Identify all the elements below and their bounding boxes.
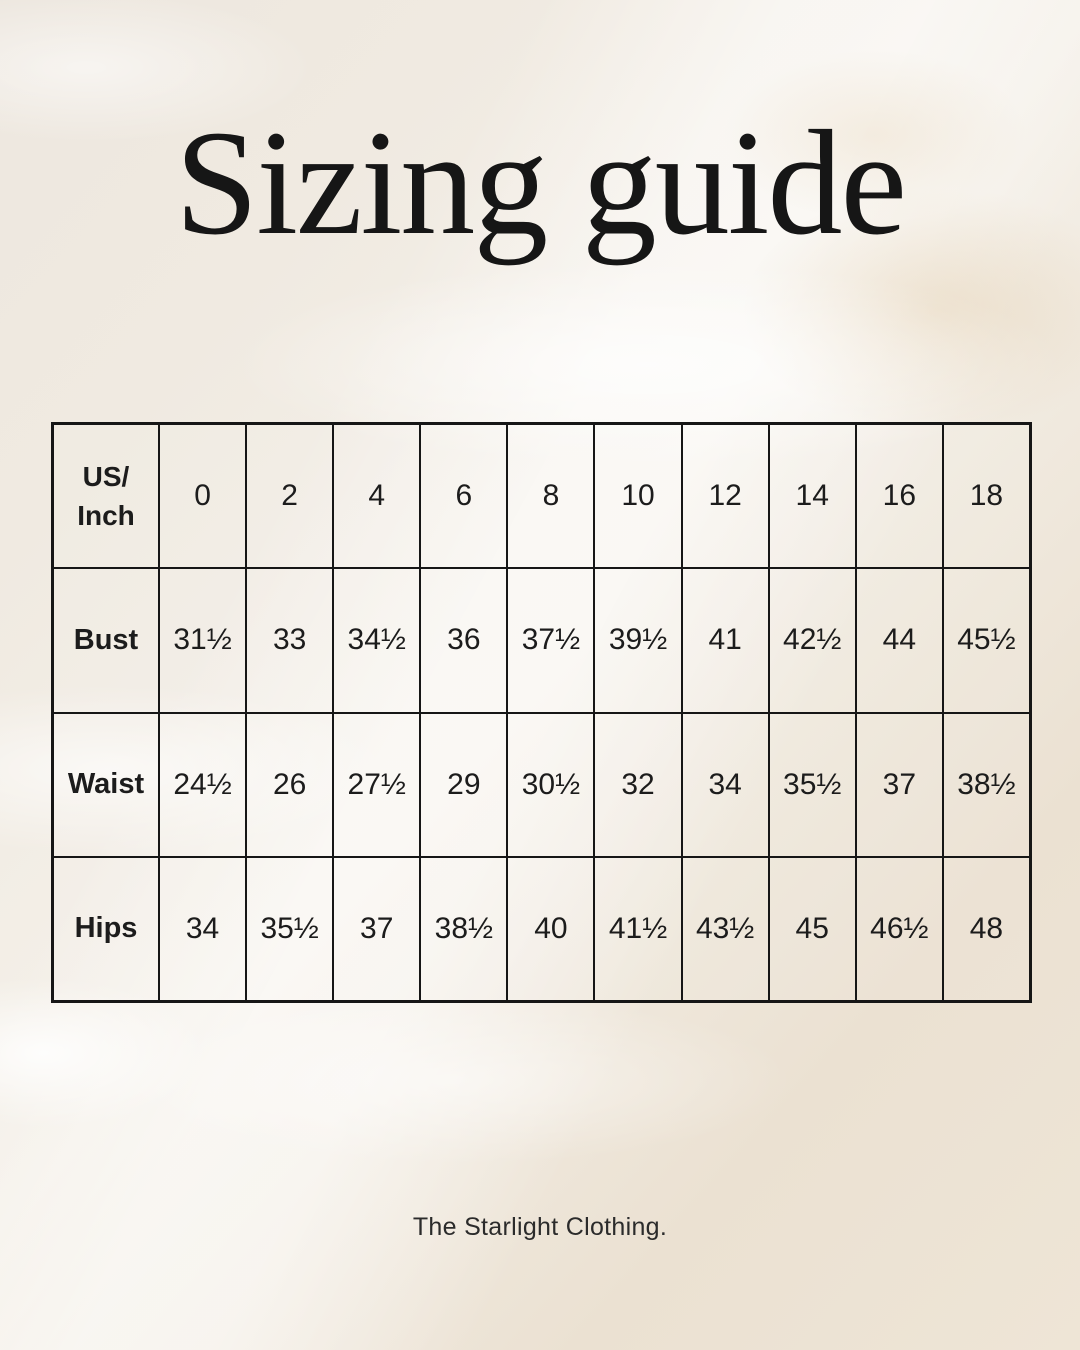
bust-value: 39½ xyxy=(594,568,682,713)
hips-value: 35½ xyxy=(246,856,334,1001)
size-header-2: 2 xyxy=(246,424,334,569)
hips-value: 40 xyxy=(507,856,595,1001)
waist-value: 32 xyxy=(594,712,682,857)
size-header-4: 4 xyxy=(333,424,421,569)
hips-value: 38½ xyxy=(420,856,508,1001)
waist-value: 35½ xyxy=(768,712,856,857)
bust-value: 45½ xyxy=(942,568,1030,713)
waist-value: 29 xyxy=(420,712,508,857)
bust-value: 41 xyxy=(681,568,769,713)
waist-value: 34 xyxy=(681,712,769,857)
bust-value: 44 xyxy=(855,568,943,713)
hips-value: 43½ xyxy=(681,856,769,1001)
waist-value: 27½ xyxy=(333,712,421,857)
row-label-waist: Waist xyxy=(53,712,159,857)
page-title: Sizing guide xyxy=(174,100,907,266)
hips-value: 37 xyxy=(333,856,421,1001)
hips-value: 41½ xyxy=(594,856,682,1001)
table-corner-header: US/ Inch xyxy=(53,424,159,569)
size-header-14: 14 xyxy=(768,424,856,569)
size-header-12: 12 xyxy=(681,424,769,569)
waist-value: 38½ xyxy=(942,712,1030,857)
bust-value: 36 xyxy=(420,568,508,713)
sizing-table: US/ Inch 0 2 4 6 8 10 12 14 16 18 Bust 3… xyxy=(51,422,1032,1003)
row-label-bust: Bust xyxy=(53,568,159,713)
row-label-hips: Hips xyxy=(53,856,159,1001)
brand-name: The Starlight Clothing. xyxy=(412,1213,668,1241)
waist-value: 24½ xyxy=(159,712,247,857)
size-header-8: 8 xyxy=(507,424,595,569)
bust-value: 42½ xyxy=(768,568,856,713)
hips-value: 48 xyxy=(942,856,1030,1001)
size-header-16: 16 xyxy=(855,424,943,569)
bust-value: 34½ xyxy=(333,568,421,713)
bust-value: 37½ xyxy=(507,568,595,713)
size-header-0: 0 xyxy=(159,424,247,569)
size-header-6: 6 xyxy=(420,424,508,569)
hips-value: 45 xyxy=(768,856,856,1001)
bust-value: 33 xyxy=(246,568,334,713)
hips-value: 34 xyxy=(159,856,247,1001)
waist-value: 37 xyxy=(855,712,943,857)
waist-value: 30½ xyxy=(507,712,595,857)
hips-value: 46½ xyxy=(855,856,943,1001)
size-header-18: 18 xyxy=(942,424,1030,569)
waist-value: 26 xyxy=(246,712,334,857)
bust-value: 31½ xyxy=(159,568,247,713)
size-header-10: 10 xyxy=(594,424,682,569)
